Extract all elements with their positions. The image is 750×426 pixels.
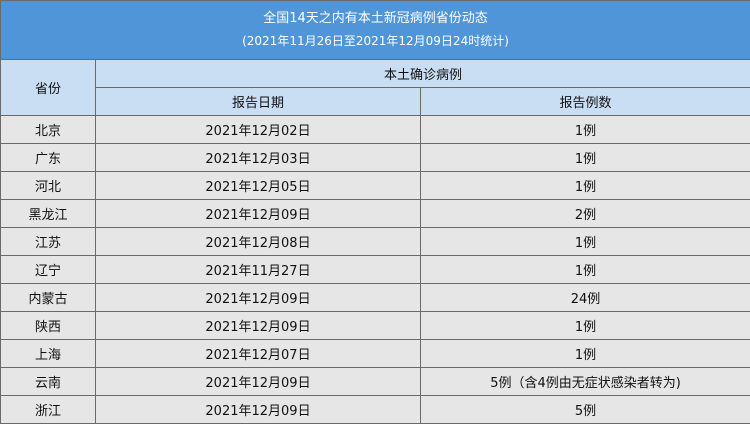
title-main: 全国14天之内有本土新冠病例省份动态	[263, 11, 488, 26]
cell-report-count: 5例（含4例由无症状感染者转为)	[420, 367, 750, 396]
table-row: 黑龙江 2021年12月09日 2例	[0, 199, 750, 228]
cell-report-date: 2021年11月27日	[95, 255, 421, 284]
table-row: 内蒙古 2021年12月09日 24例	[0, 283, 750, 312]
cell-report-count: 1例	[420, 115, 750, 144]
cell-report-count: 1例	[420, 227, 750, 256]
cell-report-date: 2021年12月02日	[95, 115, 421, 144]
cell-report-date: 2021年12月09日	[95, 283, 421, 312]
cell-province: 河北	[0, 171, 96, 200]
table-row: 江苏 2021年12月08日 1例	[0, 227, 750, 256]
cell-province: 江苏	[0, 227, 96, 256]
cell-report-date: 2021年12月03日	[95, 143, 421, 172]
title-subtitle: (2021年11月26日至2021年12月09日24时统计)	[242, 34, 509, 48]
table-row: 上海 2021年12月07日 1例	[0, 339, 750, 368]
table-row: 陕西 2021年12月09日 1例	[0, 311, 750, 340]
cell-report-date: 2021年12月09日	[95, 367, 421, 396]
header-group-local-confirmed: 本土确诊病例	[95, 59, 750, 88]
table-title: 全国14天之内有本土新冠病例省份动态 (2021年11月26日至2021年12月…	[0, 0, 750, 60]
cell-province: 上海	[0, 339, 96, 368]
cell-report-date: 2021年12月09日	[95, 311, 421, 340]
cell-report-count: 24例	[420, 283, 750, 312]
cell-province: 云南	[0, 367, 96, 396]
cell-report-date: 2021年12月09日	[95, 395, 421, 424]
cell-province: 辽宁	[0, 255, 96, 284]
cell-province: 内蒙古	[0, 283, 96, 312]
header-row-2: 报告日期 报告例数	[1, 87, 750, 116]
cell-province: 黑龙江	[0, 199, 96, 228]
table-row: 云南 2021年12月09日 5例（含4例由无症状感染者转为)	[0, 367, 750, 396]
cell-report-date: 2021年12月07日	[95, 339, 421, 368]
table-row: 河北 2021年12月05日 1例	[0, 171, 750, 200]
cell-report-count: 2例	[420, 199, 750, 228]
header-province: 省份	[0, 59, 96, 116]
header-report-date: 报告日期	[95, 87, 421, 116]
table-row: 辽宁 2021年11月27日 1例	[0, 255, 750, 284]
cell-report-count: 1例	[420, 171, 750, 200]
header-report-count: 报告例数	[420, 87, 750, 116]
table-row: 北京 2021年12月02日 1例	[0, 115, 750, 144]
cell-province: 北京	[0, 115, 96, 144]
cell-report-count: 1例	[420, 311, 750, 340]
cell-province: 广东	[0, 143, 96, 172]
cell-report-date: 2021年12月09日	[95, 199, 421, 228]
cell-province: 浙江	[0, 395, 96, 424]
table-row: 浙江 2021年12月09日 5例	[0, 395, 750, 424]
cell-report-count: 1例	[420, 255, 750, 284]
cell-report-count: 1例	[420, 143, 750, 172]
cell-report-date: 2021年12月05日	[95, 171, 421, 200]
cell-report-count: 1例	[420, 339, 750, 368]
table-row: 广东 2021年12月03日 1例	[0, 143, 750, 172]
cell-report-count: 5例	[420, 395, 750, 424]
cell-province: 陕西	[0, 311, 96, 340]
title-row: 全国14天之内有本土新冠病例省份动态 (2021年11月26日至2021年12月…	[0, 0, 750, 60]
cell-report-date: 2021年12月08日	[95, 227, 421, 256]
header-row-1: 省份 本土确诊病例	[0, 59, 750, 116]
